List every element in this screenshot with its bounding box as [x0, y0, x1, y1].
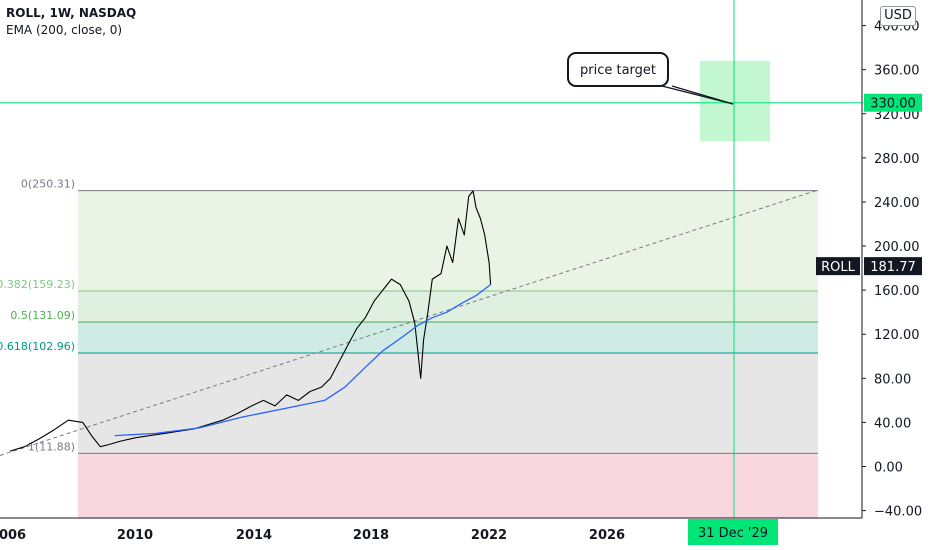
target-date-label: 31 Dec '29 — [698, 526, 768, 541]
symbol-tag — [816, 257, 860, 276]
x-tick-label: 2006 — [0, 528, 26, 543]
price-target-callout: price target — [567, 52, 734, 105]
x-tick-label: 2014 — [236, 528, 272, 543]
series-ema — [114, 284, 491, 437]
y-tick-label: 280.00 — [874, 152, 920, 167]
target-price-label: 330.00 — [870, 97, 916, 112]
symbol-tag-label: ROLL — [821, 260, 856, 275]
fib-zone-0 — [78, 190, 818, 291]
indicator-legend[interactable]: EMA (200, close, 0) — [6, 23, 123, 37]
target-zone — [700, 60, 770, 142]
currency-button[interactable]: USD — [880, 6, 916, 26]
fib-zone-2 — [78, 321, 818, 354]
y-tick-label: −40.00 — [874, 505, 922, 520]
y-tick-label: 240.00 — [874, 196, 920, 211]
x-axis[interactable]: 2006 2010 2014 2018 2022 2026 — [0, 528, 625, 543]
fib-level-label-0: 0(250.31) — [21, 178, 75, 191]
callout-text: price target — [580, 63, 656, 78]
series-price — [9, 190, 492, 452]
x-tick-label: 2022 — [471, 528, 507, 543]
y-tick-label: 120.00 — [874, 328, 920, 343]
y-tick-label: 160.00 — [874, 284, 920, 299]
fib-zone-4 — [78, 453, 818, 518]
x-tick-label: 2018 — [353, 528, 389, 543]
fib-zone-1 — [78, 290, 818, 322]
x-tick-label: 2010 — [117, 528, 153, 543]
callout-pointer-b — [661, 85, 734, 105]
last-price-tag — [864, 257, 922, 276]
callout-box — [567, 52, 669, 87]
fib-zone-3 — [78, 353, 818, 454]
target-price-tag — [864, 93, 922, 112]
price-tags: 330.00 31 Dec '29 ROLL 181.77 — [688, 93, 922, 545]
fibonacci-retracement: 0(250.31) 0.382(159.23) 0.5(131.09) 0.618(1… — [0, 178, 818, 518]
y-tick-label: 40.00 — [874, 416, 911, 431]
last-price-label: 181.77 — [870, 260, 916, 275]
target-crosshair — [0, 0, 862, 518]
target-zone-box — [700, 60, 770, 142]
y-tick-label: 200.00 — [874, 240, 920, 255]
target-date-tag — [688, 519, 778, 545]
fib-level-label-3: 0.618(102.96) — [0, 340, 75, 353]
x-tick-label: 2026 — [589, 528, 625, 543]
trend-line — [0, 189, 819, 456]
series-layer — [9, 190, 492, 452]
fib-level-label-1: 0.382(159.23) — [0, 278, 75, 291]
fib-level-label-4: 1(11.88) — [28, 440, 75, 453]
symbol-title: ROLL, 1W, NASDAQ — [6, 6, 137, 20]
y-tick-label: 80.00 — [874, 372, 911, 387]
fib-level-label-2: 0.5(131.09) — [10, 309, 75, 322]
y-tick-label: 0.00 — [874, 461, 903, 476]
y-tick-label: 360.00 — [874, 64, 920, 79]
